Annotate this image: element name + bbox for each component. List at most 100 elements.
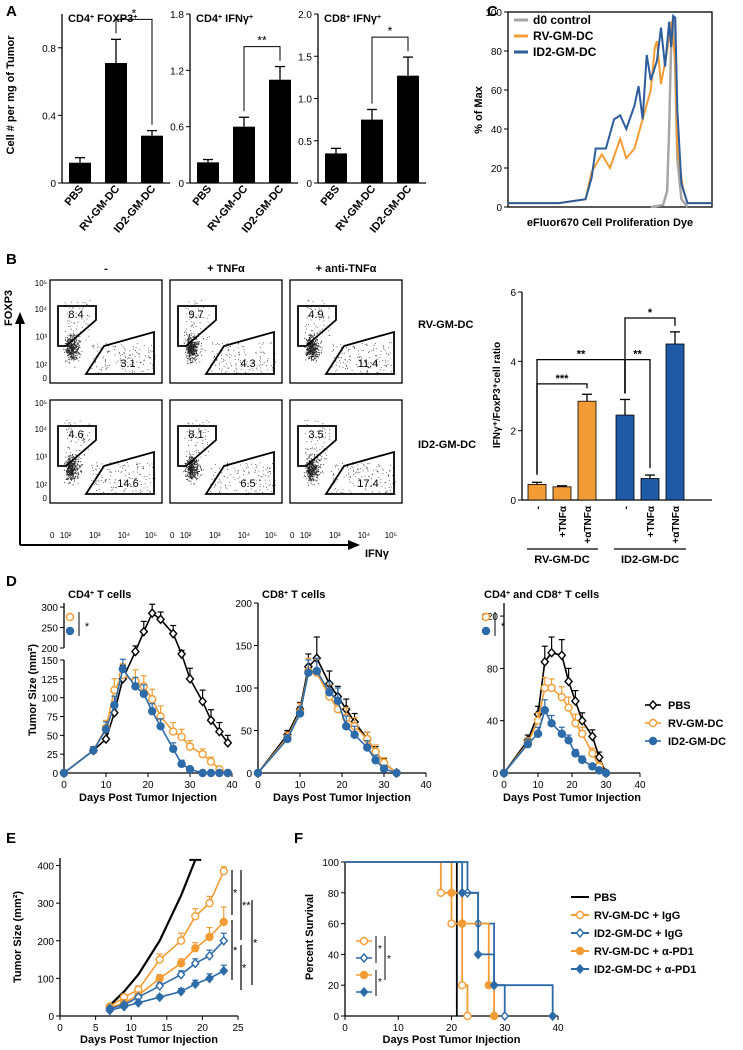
flow-y-tick: 10⁴ — [35, 425, 48, 434]
data-point — [198, 768, 207, 778]
flow-x-tick: 10³ — [329, 531, 341, 540]
x-tick-label: 40 — [226, 780, 238, 791]
series — [499, 699, 611, 778]
flow-plot: 9.7 4.3 — [169, 279, 283, 384]
flow-x-tick: 10² — [300, 531, 312, 540]
flow-events — [303, 420, 396, 495]
legend-marker — [575, 927, 585, 939]
series — [105, 964, 229, 1016]
panel-letter: D — [6, 573, 17, 590]
x-tick-label: 0 — [342, 1023, 348, 1034]
y-tick-label: 1.2 — [170, 66, 184, 77]
data-point — [223, 737, 233, 748]
legend-label: d0 control — [533, 13, 591, 27]
legend-marker — [575, 963, 585, 975]
y-axis-label: Cell # per mg of Tumor — [5, 35, 17, 155]
flow-x-tick: 10⁴ — [358, 531, 371, 540]
bar — [233, 126, 255, 183]
significance-label: * — [387, 954, 391, 965]
significance-label: * — [85, 621, 90, 633]
data-point — [577, 715, 587, 726]
foxp3-gate — [297, 305, 337, 347]
data-point — [499, 768, 509, 778]
censor-marker — [489, 980, 499, 991]
data-point — [133, 997, 143, 1008]
censor-marker — [473, 949, 483, 960]
y-tick-label: 50 — [47, 731, 59, 742]
significance-label: * — [242, 963, 247, 975]
significance-label: * — [253, 938, 258, 950]
data-point — [205, 932, 214, 942]
data-point — [177, 759, 186, 769]
foxp3-gate — [297, 425, 337, 467]
x-axis-label: eFluor670 Cell Proliferation Dye — [527, 217, 693, 229]
y-tick-label: 200 — [41, 644, 58, 655]
gate-value: 6.5 — [240, 478, 255, 490]
chart-title: CD4+ T cells — [68, 589, 131, 601]
legend-marker — [575, 910, 585, 920]
data-point — [295, 709, 305, 718]
x-tick-label: 0 — [501, 780, 507, 791]
data-point — [304, 668, 313, 677]
data-point — [325, 688, 334, 697]
censor-marker — [489, 1011, 499, 1021]
flow-x-tick: 10³ — [89, 531, 101, 540]
censor-marker — [447, 888, 456, 897]
y-tick-label: 0.5 — [298, 137, 312, 148]
histogram-id2-gm-dc — [508, 13, 712, 205]
bar — [665, 343, 685, 501]
bar — [269, 79, 291, 183]
flow-y-tick: 0 — [43, 494, 48, 503]
category-label: - — [621, 506, 632, 509]
line-chart-3: 04080120010203040Days Post Tumor Injecti… — [481, 589, 646, 804]
data-point — [177, 648, 187, 660]
y-tick-label: 40 — [487, 717, 499, 728]
data-point — [190, 978, 200, 990]
flow-y-tick: 10² — [35, 480, 47, 489]
flow-x-tick: 10⁴ — [238, 531, 251, 540]
x-tick-label: 0 — [61, 780, 67, 791]
sig-marker — [65, 612, 75, 622]
data-point — [185, 765, 195, 774]
row-label: RV-GM-DC — [418, 319, 473, 331]
data-point — [206, 768, 216, 778]
y-tick-label: 200 — [235, 599, 252, 610]
flow-plot-frame — [169, 399, 283, 504]
flow-x-tick: 10² — [60, 531, 72, 540]
panel-letter: F — [294, 830, 303, 847]
data-point — [557, 729, 566, 738]
flow-x-tick: 0 — [290, 531, 295, 540]
significance-label: * — [378, 977, 382, 988]
x-tick-label: 0 — [57, 1023, 63, 1034]
survival-line — [345, 861, 506, 1016]
sig-legend-marker — [359, 970, 369, 980]
panel-a: A Cell # per mg of Tumor 0 0.4 0.8 CD4+ FOXP3… — [5, 3, 426, 235]
panel-c: C % of Max eFluor670 Cell Proliferation Dy… — [473, 3, 713, 229]
flow-x-tick: 10⁵ — [265, 531, 277, 540]
data-point — [176, 986, 186, 997]
category-label: +αTNFα — [671, 505, 682, 543]
gate-value: 8.1 — [188, 429, 203, 441]
data-point — [578, 729, 587, 738]
data-point — [105, 1005, 115, 1016]
censor-marker — [457, 919, 467, 928]
chart-title: CD4+ IFNγ+ — [196, 13, 253, 25]
flow-y-tick: 10⁴ — [35, 305, 48, 314]
x-tick-label: 5 — [93, 1023, 99, 1034]
data-point — [130, 646, 140, 657]
series — [105, 906, 228, 1012]
data-point — [588, 762, 597, 771]
flow-plot-frame — [289, 399, 403, 504]
y-tick-label: 0.8 — [42, 44, 56, 55]
data-point — [570, 696, 580, 707]
ifng-gate — [204, 330, 275, 375]
gate-value: 3.1 — [120, 358, 135, 370]
flow-x-tick: 10³ — [209, 531, 221, 540]
data-point — [392, 768, 401, 778]
category-label: PBS — [319, 183, 343, 208]
legend-label: RV-GM-DC + IgG — [594, 910, 680, 922]
significance-label: ** — [633, 349, 642, 361]
data-point — [155, 974, 164, 983]
